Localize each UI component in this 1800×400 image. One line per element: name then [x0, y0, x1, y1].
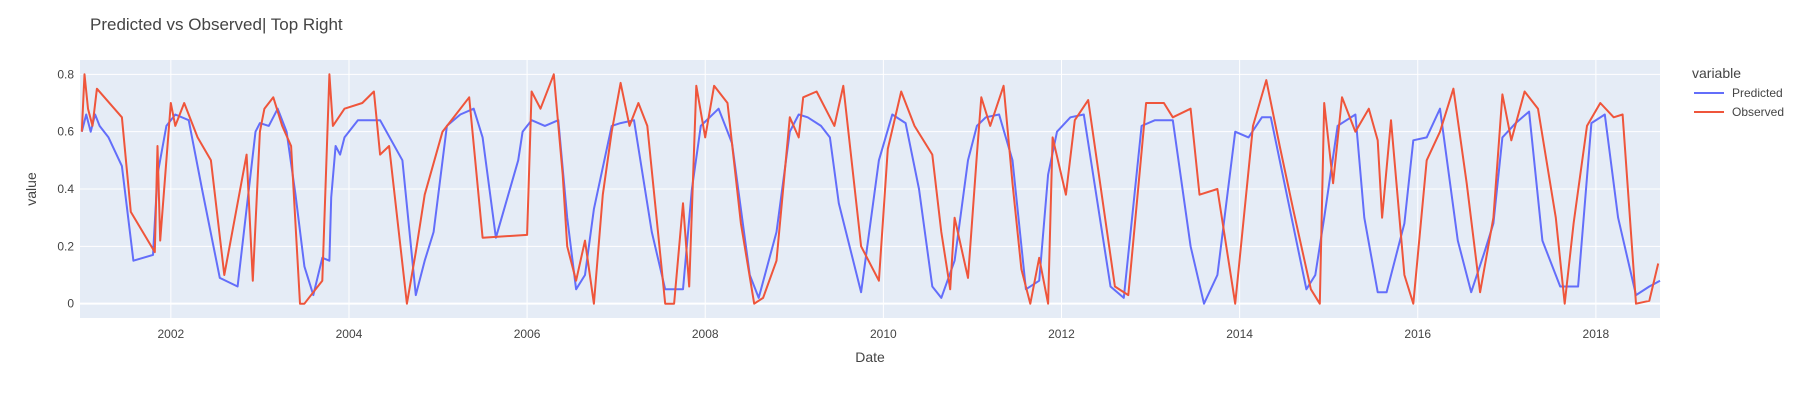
legend-item-predicted[interactable]: Predicted — [1694, 86, 1783, 100]
x-tick-labels: 2002 2004 2006 2008 2010 2012 2014 2016 2018 — [157, 327, 1609, 341]
series-line-observed[interactable] — [80, 73, 1660, 305]
x-tick-label: 2002 — [157, 327, 184, 341]
x-tick-label: 2016 — [1404, 327, 1431, 341]
series-line-predicted[interactable] — [80, 107, 1661, 305]
series-lines — [80, 73, 1661, 305]
legend-label-predicted: Predicted — [1732, 86, 1783, 100]
chart-title: Predicted vs Observed| Top Right — [90, 15, 343, 34]
y-tick-label: 0.4 — [57, 182, 74, 196]
y-gridlines — [80, 73, 1660, 305]
y-tick-label: 0.6 — [57, 125, 74, 139]
y-tick-labels: 0 0.2 0.4 0.6 0.8 — [57, 67, 74, 310]
y-tick-label: 0 — [67, 297, 74, 311]
x-tick-label: 2008 — [692, 327, 719, 341]
y-tick-label: 0.8 — [57, 67, 74, 81]
legend-title: variable — [1692, 65, 1741, 81]
legend-item-observed[interactable]: Observed — [1694, 105, 1784, 119]
y-tick-label: 0.2 — [57, 239, 74, 253]
x-tick-label: 2004 — [336, 327, 363, 341]
x-gridlines — [170, 60, 1597, 318]
y-axis-title: value — [23, 172, 39, 206]
x-tick-label: 2018 — [1583, 327, 1610, 341]
x-tick-label: 2010 — [870, 327, 897, 341]
x-tick-label: 2014 — [1226, 327, 1253, 341]
x-tick-label: 2006 — [514, 327, 541, 341]
x-axis-title: Date — [855, 349, 885, 365]
x-tick-label: 2012 — [1048, 327, 1075, 341]
legend-label-observed: Observed — [1732, 105, 1784, 119]
legend[interactable]: variable Predicted Observed — [1692, 65, 1784, 119]
